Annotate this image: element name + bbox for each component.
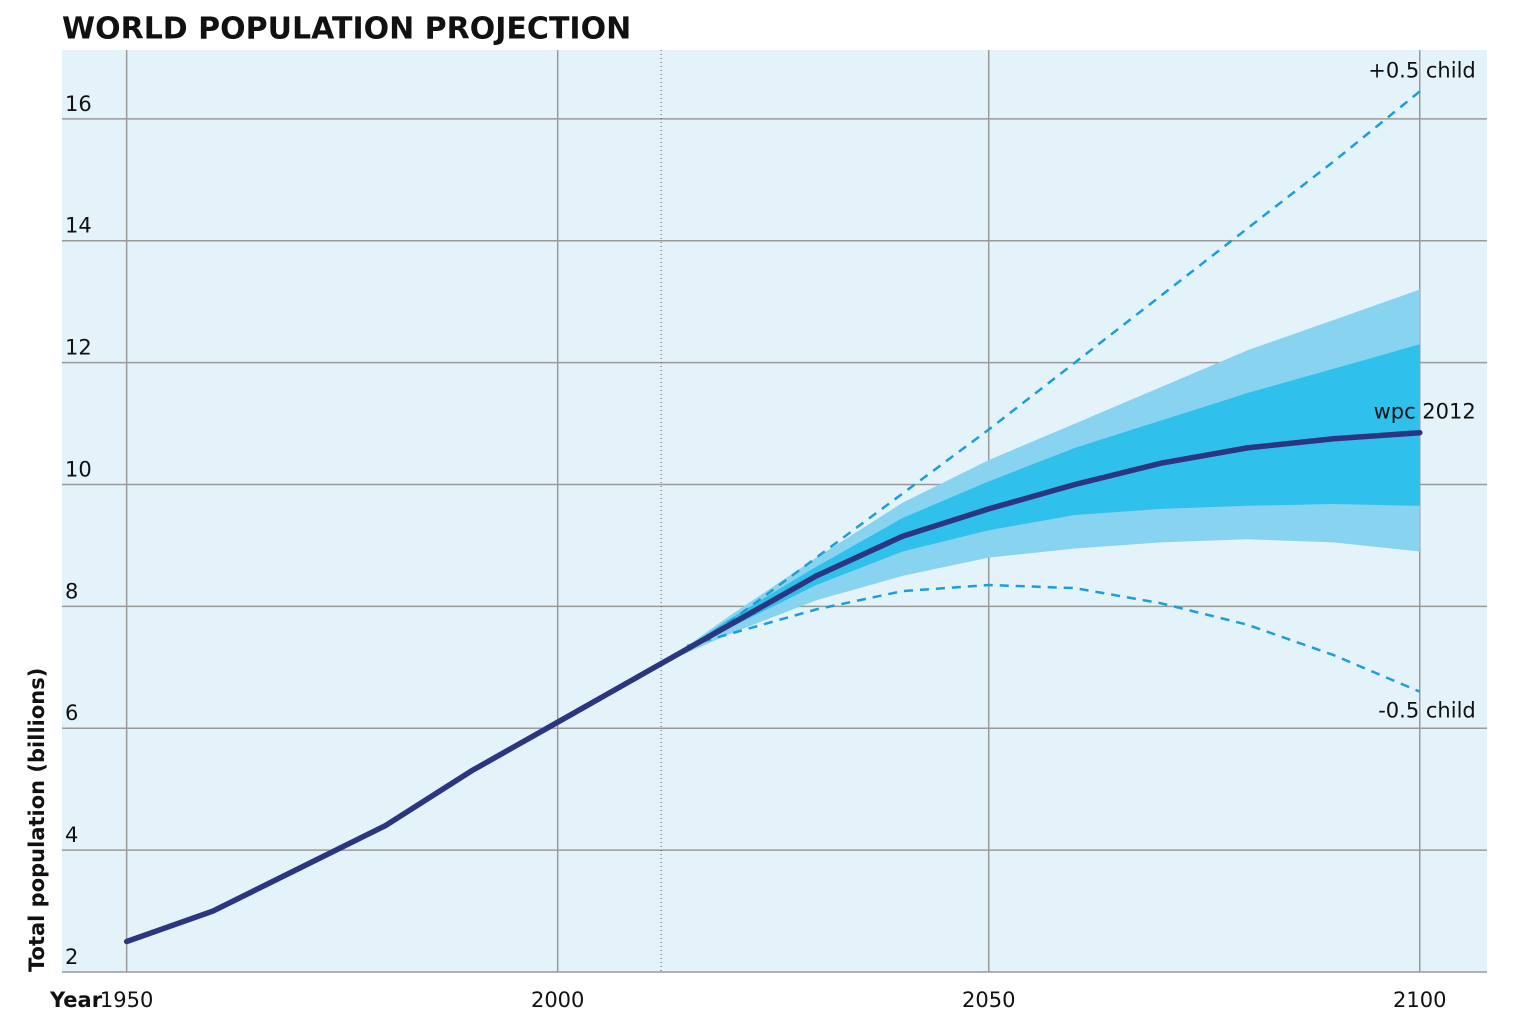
uncertainty-band <box>661 344 1420 665</box>
scenario-line <box>686 583 1421 693</box>
x-tick-label: 2100 <box>1393 988 1446 1012</box>
chart-title: WORLD POPULATION PROJECTION <box>62 12 631 47</box>
x-axis-label: Year <box>49 988 103 1012</box>
main-line <box>123 429 1423 945</box>
y-tick-label: 14 <box>65 214 92 238</box>
x-tick-label: 2050 <box>962 988 1015 1012</box>
series-label: +0.5 child <box>1368 58 1476 82</box>
y-tick-label: 10 <box>65 457 92 481</box>
y-tick-label: 2 <box>65 945 78 969</box>
x-tick-label: 1950 <box>100 988 153 1012</box>
x-tick-label: 2000 <box>531 988 584 1012</box>
series-label: wpc 2012 <box>1374 400 1476 424</box>
scenario-line <box>686 90 1421 651</box>
y-tick-label: 16 <box>65 92 92 116</box>
y-tick-label: 6 <box>65 701 78 725</box>
y-axis-label: Total population (billions) <box>25 668 49 972</box>
series-label: -0.5 child <box>1378 699 1476 723</box>
y-tick-label: 4 <box>65 823 78 847</box>
y-tick-label: 12 <box>65 336 92 360</box>
y-tick-label: 8 <box>65 579 78 603</box>
